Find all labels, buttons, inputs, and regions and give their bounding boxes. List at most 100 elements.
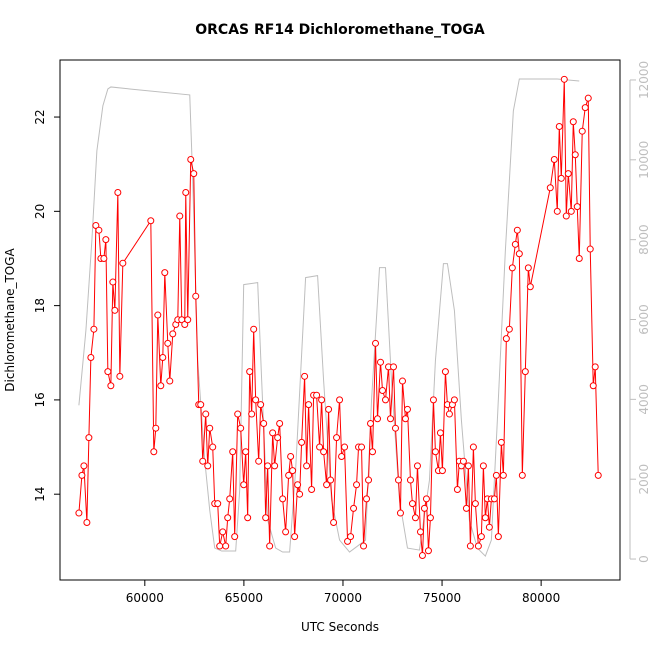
- data-point: [276, 419, 284, 427]
- data-point: [578, 127, 586, 135]
- data-point: [147, 217, 155, 225]
- data-point: [372, 339, 380, 347]
- x-tick-label: 75000: [423, 591, 461, 605]
- data-point: [492, 471, 500, 479]
- data-point: [336, 396, 344, 404]
- data-point: [445, 410, 453, 418]
- data-point: [303, 462, 311, 470]
- data-point: [431, 448, 439, 456]
- data-point: [398, 377, 406, 385]
- y-tick-label: 14: [33, 487, 47, 502]
- data-point: [234, 410, 242, 418]
- data-point: [199, 457, 207, 465]
- data-point: [100, 254, 108, 262]
- data-point: [197, 401, 205, 409]
- data-point: [350, 504, 358, 512]
- data-point: [365, 476, 373, 484]
- data-point: [260, 419, 268, 427]
- y-tick-label: 22: [33, 109, 47, 124]
- data-point: [271, 462, 279, 470]
- data-point: [379, 386, 387, 394]
- data-point: [109, 278, 117, 286]
- data-point: [209, 443, 217, 451]
- data-point: [369, 448, 377, 456]
- data-point: [294, 481, 302, 489]
- data-point: [104, 368, 112, 376]
- data-point: [353, 481, 361, 489]
- data-point: [87, 353, 95, 361]
- data-point: [291, 533, 299, 541]
- data-point: [497, 438, 505, 446]
- data-point: [508, 264, 516, 272]
- data-point: [511, 240, 519, 248]
- data-point: [255, 457, 263, 465]
- data-point: [485, 523, 493, 531]
- data-point: [594, 471, 602, 479]
- data-point: [248, 410, 256, 418]
- data-point: [333, 434, 341, 442]
- data-point: [553, 207, 561, 215]
- data-point: [214, 500, 222, 508]
- data-point: [298, 438, 306, 446]
- data-point: [589, 382, 597, 390]
- data-point: [202, 410, 210, 418]
- data-point: [586, 245, 594, 253]
- data-point: [289, 467, 297, 475]
- data-point: [83, 518, 91, 526]
- data-point: [279, 495, 287, 503]
- data-point: [494, 533, 502, 541]
- data-point: [262, 514, 270, 522]
- data-point: [152, 424, 160, 432]
- data-point: [229, 448, 237, 456]
- data-point: [481, 514, 489, 522]
- data-point: [244, 514, 252, 522]
- x-tick-label: 70000: [324, 591, 362, 605]
- data-point: [436, 429, 444, 437]
- data-point: [546, 184, 554, 192]
- data-point: [557, 174, 565, 182]
- data-point: [562, 212, 570, 220]
- data-point: [401, 415, 409, 423]
- data-point: [555, 122, 563, 130]
- y2-tick-label: 2000: [637, 464, 650, 495]
- data-point: [282, 528, 290, 536]
- data-point: [206, 424, 214, 432]
- data-point: [524, 264, 532, 272]
- data-point: [499, 471, 507, 479]
- data-point: [296, 490, 304, 498]
- data-point: [462, 504, 470, 512]
- data-point: [490, 495, 498, 503]
- y-axis-label: Dichloromethane_TOGA: [3, 247, 17, 391]
- data-point: [518, 471, 526, 479]
- data-point: [413, 462, 421, 470]
- data-point: [75, 509, 83, 517]
- data-point: [453, 485, 461, 493]
- data-point: [222, 542, 230, 550]
- data-point: [479, 462, 487, 470]
- data-point: [111, 306, 119, 314]
- data-point: [474, 542, 482, 550]
- x-axis-label: UTC Seconds: [301, 620, 379, 634]
- chart-title: ORCAS RF14 Dichloromethane_TOGA: [195, 22, 485, 38]
- data-point: [166, 377, 174, 385]
- data-point: [564, 170, 572, 178]
- data-point: [441, 368, 449, 376]
- data-point: [85, 434, 93, 442]
- data-point: [341, 443, 349, 451]
- data-point: [515, 250, 523, 258]
- data-point: [391, 424, 399, 432]
- data-point: [242, 448, 250, 456]
- data-point: [150, 448, 158, 456]
- y-tick-label: 20: [33, 204, 47, 219]
- data-point: [381, 396, 389, 404]
- data-point: [240, 481, 248, 489]
- data-point: [418, 551, 426, 559]
- data-point: [358, 443, 366, 451]
- data-point: [396, 509, 404, 517]
- data-point: [550, 155, 558, 163]
- data-point: [90, 325, 98, 333]
- data-point: [164, 339, 172, 347]
- data-point: [367, 419, 375, 427]
- data-point: [416, 528, 424, 536]
- data-point: [264, 462, 272, 470]
